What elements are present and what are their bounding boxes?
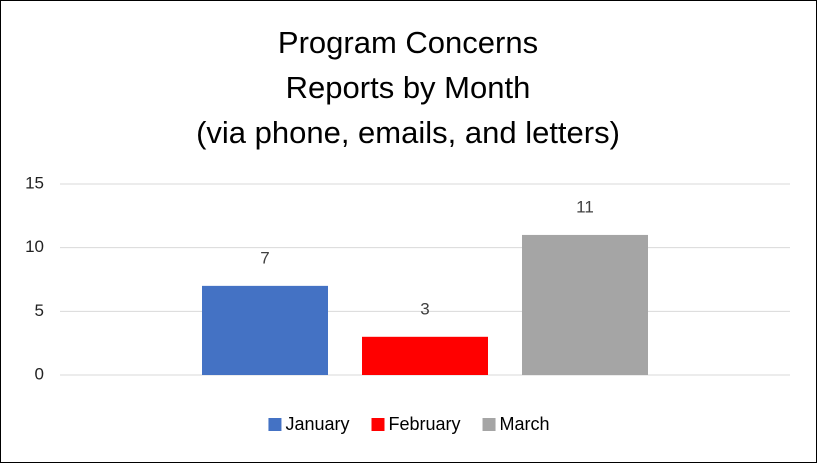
legend-label: February bbox=[389, 414, 461, 434]
y-tick-label: 5 bbox=[35, 301, 44, 320]
y-tick-label: 10 bbox=[25, 237, 44, 256]
bar bbox=[202, 285, 328, 375]
legend-swatch bbox=[268, 418, 282, 431]
value-label: 11 bbox=[576, 197, 594, 216]
value-label: 3 bbox=[420, 299, 429, 318]
legend-label: January bbox=[285, 414, 349, 434]
legend-label: March bbox=[500, 414, 550, 434]
value-label: 7 bbox=[260, 248, 269, 267]
y-tick-label: 15 bbox=[25, 173, 44, 192]
chart-title: Program Concerns bbox=[278, 25, 538, 60]
legend-swatch bbox=[371, 418, 385, 431]
chart-title: Reports by Month bbox=[286, 70, 531, 105]
bar bbox=[522, 234, 648, 375]
y-tick-label: 0 bbox=[35, 364, 44, 383]
bar bbox=[362, 336, 488, 375]
chart-title: (via phone, emails, and letters) bbox=[196, 115, 620, 150]
legend-swatch bbox=[482, 418, 496, 431]
